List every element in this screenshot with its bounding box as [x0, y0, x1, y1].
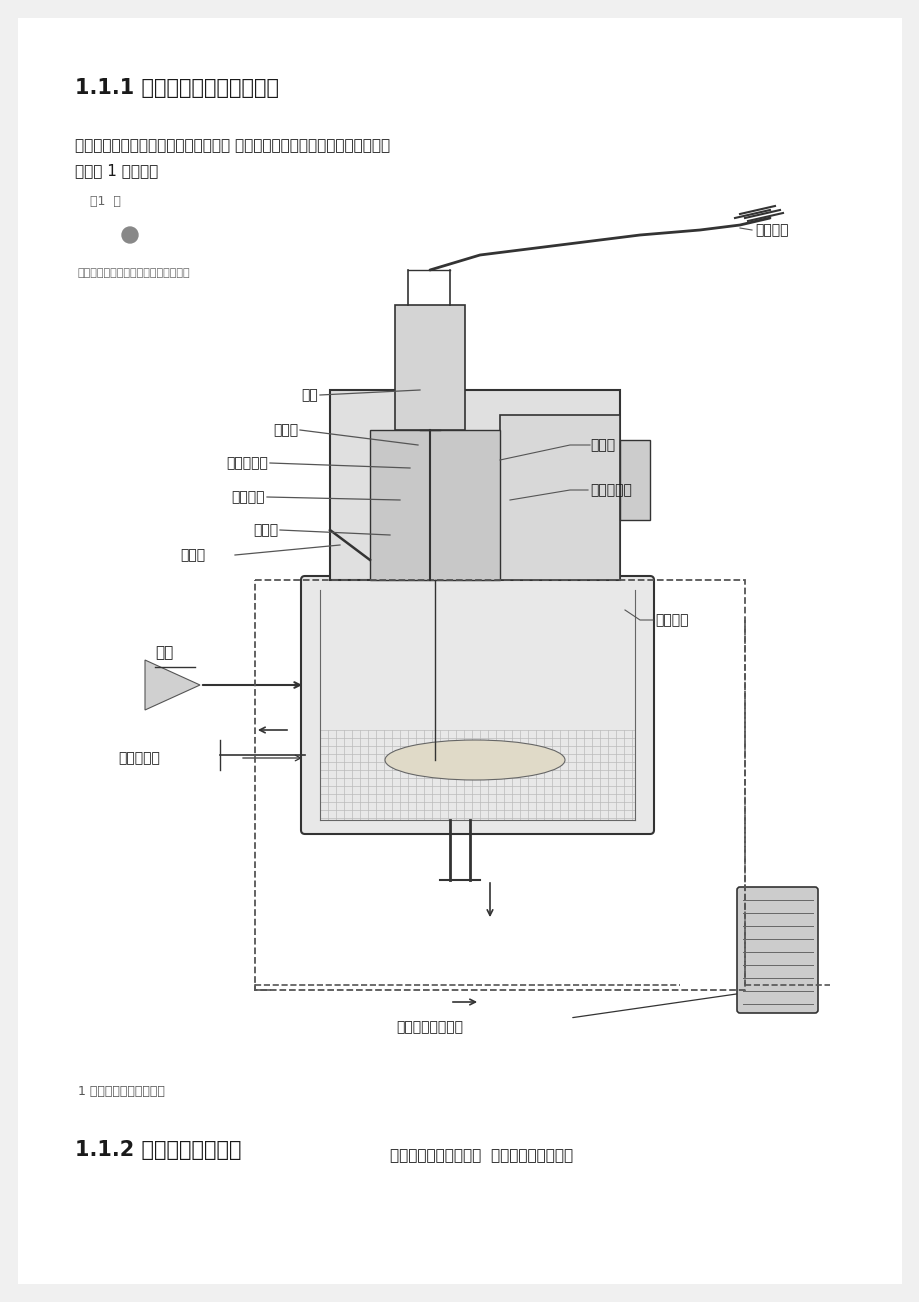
Text: 主空气量孔: 主空气量孔: [226, 456, 267, 470]
Text: 主油针: 主油针: [589, 437, 615, 452]
Text: 摩托车化油器主要零件包括、进油阀、 溢油管、泡沫管、喷管等，其具体的结: 摩托车化油器主要零件包括、进油阀、 溢油管、泡沫管、喷管等，其具体的结: [75, 138, 390, 154]
Text: 柱塞: 柱塞: [301, 388, 318, 402]
Bar: [369, 430, 499, 579]
Text: 怠速空气调节螺钉: 怠速空气调节螺钉: [396, 1019, 463, 1034]
Ellipse shape: [384, 740, 564, 780]
Bar: [499, 415, 619, 579]
Text: 主量孔: 主量孔: [253, 523, 278, 536]
Text: 怠速量孔: 怠速量孔: [654, 613, 687, 628]
Text: 主空气量孔: 主空气量孔: [118, 751, 160, 766]
Bar: [330, 391, 619, 579]
Bar: [394, 305, 464, 430]
FancyBboxPatch shape: [301, 575, 653, 835]
Text: 摩托车化油器的优缺点和未来发展方向: 摩托车化油器的优缺点和未来发展方向: [78, 268, 190, 279]
Circle shape: [122, 227, 138, 243]
Text: 构如图 1 所示：构: 构如图 1 所示：构: [75, 163, 158, 178]
Text: 阻风门: 阻风门: [180, 548, 205, 562]
Text: 1.1.2 化油器的工作原理: 1.1.2 化油器的工作原理: [75, 1141, 242, 1160]
Text: 低速出油口: 低速出油口: [589, 483, 631, 497]
Polygon shape: [145, 660, 199, 710]
Text: 1 柱塞式化油器结构图图: 1 柱塞式化油器结构图图: [78, 1085, 165, 1098]
Text: 主泡沫管: 主泡沫管: [232, 490, 265, 504]
Text: 空气: 空气: [154, 644, 173, 660]
Text: 主喷管: 主喷管: [273, 423, 298, 437]
Bar: [619, 440, 650, 519]
Text: 怠速包括了启动工况、  摩托车化油器是根据: 怠速包括了启动工况、 摩托车化油器是根据: [390, 1148, 573, 1163]
Text: 1.1.1 柱塞式化油器的基本结构: 1.1.1 柱塞式化油器的基本结构: [75, 78, 278, 98]
Bar: [255, 579, 744, 990]
Text: 页1  第: 页1 第: [90, 195, 120, 208]
FancyBboxPatch shape: [736, 887, 817, 1013]
Text: 油门拉线: 油门拉线: [754, 223, 788, 237]
